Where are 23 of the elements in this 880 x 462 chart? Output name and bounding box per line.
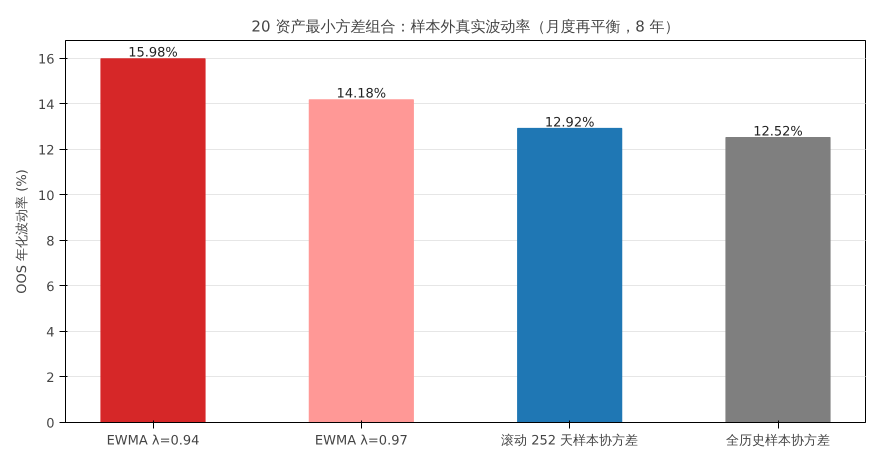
y-tick-label: 12 xyxy=(38,143,55,158)
x-tick-label: EWMA λ=0.94 xyxy=(106,434,200,448)
bar xyxy=(100,58,206,422)
y-tick-label: 6 xyxy=(46,280,55,295)
y-tick-label: 8 xyxy=(46,234,55,250)
y-axis-title: OOS 年化波动率 (%) xyxy=(14,169,30,294)
y-tick-label: 10 xyxy=(38,188,55,204)
y-tick-label: 4 xyxy=(46,325,55,340)
y-tick-label: 14 xyxy=(38,98,55,113)
bar xyxy=(517,128,622,422)
x-tick-label: EWMA λ=0.97 xyxy=(314,434,408,448)
data-label: 15.98% xyxy=(128,46,178,61)
data-label: 14.18% xyxy=(336,86,386,102)
x-tick-label: 滚动 252 天样本协方差 xyxy=(501,432,638,448)
y-tick-label: 16 xyxy=(38,52,55,68)
data-label: 12.52% xyxy=(753,124,803,140)
bar xyxy=(725,136,831,422)
data-label: 12.92% xyxy=(544,115,594,130)
bar xyxy=(308,99,414,422)
chart-title: 20 资产最小方差组合：样本外真实波动率（月度再平衡，8 年） xyxy=(251,18,680,36)
y-tick-label: 2 xyxy=(46,370,55,386)
y-tick-label: 0 xyxy=(46,416,55,432)
x-tick-label: 全历史样本协方差 xyxy=(726,432,830,448)
